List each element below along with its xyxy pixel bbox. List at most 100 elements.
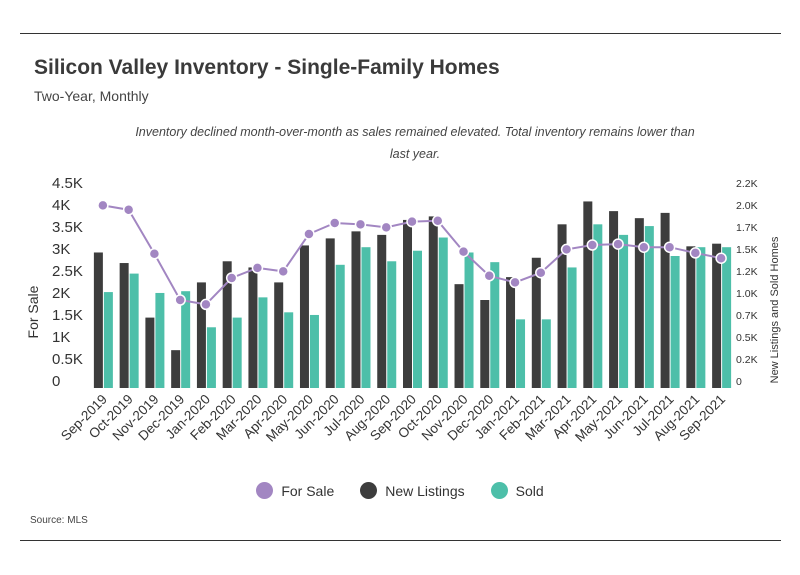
- bar-sold: [696, 247, 706, 388]
- bar-sold: [258, 297, 268, 388]
- bar-sold: [413, 250, 422, 388]
- bar-sold: [567, 267, 577, 388]
- bar-sold: [593, 224, 603, 388]
- point-for-sale: [612, 238, 624, 250]
- chart-legend: For Sale New Listings Sold: [0, 482, 800, 499]
- bar-sold: [722, 247, 732, 388]
- bar-new-listings: [325, 238, 335, 388]
- left-axis-tick-label: 4.5K: [52, 175, 83, 192]
- point-for-sale: [586, 239, 599, 251]
- right-axis-tick-label: 1.0K: [736, 288, 758, 300]
- legend-swatch-for-sale: [256, 482, 274, 499]
- bar-sold: [284, 312, 294, 388]
- legend-item-new-listings: New Listings: [360, 482, 465, 499]
- bar-new-listings: [351, 231, 361, 388]
- bar-sold: [670, 256, 680, 388]
- bar-new-listings: [428, 216, 438, 388]
- chart-subtitle: Two-Year, Monthly: [34, 88, 149, 104]
- bar-sold: [541, 319, 551, 388]
- bar-new-listings: [403, 219, 412, 388]
- right-axis-tick-label: 1.2K: [736, 266, 758, 278]
- point-for-sale: [560, 243, 573, 256]
- bar-new-listings: [222, 261, 232, 388]
- right-axis-tick-label: 1.7K: [736, 222, 758, 234]
- point-for-sale: [174, 294, 186, 306]
- point-for-sale: [251, 262, 264, 274]
- right-axis-tick-label: 0.7K: [736, 310, 758, 322]
- bar-new-listings: [506, 277, 516, 388]
- bar-new-listings: [531, 257, 541, 388]
- point-for-sale: [277, 265, 289, 278]
- bar-new-listings: [480, 300, 490, 388]
- chart-canvas: 0 0.5K 1K 1.5K 2K 2.5K 3K 3.5K 4K 4.5K 0 0.2K 0.5K 0.…: [25, 175, 781, 445]
- legend-item-sold: Sold: [490, 482, 544, 499]
- left-axis-tick-label: 0.5K: [52, 351, 83, 368]
- point-for-sale: [432, 215, 444, 227]
- bar-sold: [361, 247, 371, 388]
- bar-sold: [181, 291, 191, 388]
- bar-new-listings: [274, 282, 284, 388]
- bar-new-listings: [171, 350, 181, 388]
- point-for-sale: [200, 298, 212, 311]
- bar-sold: [387, 261, 397, 388]
- bar-sold: [490, 262, 500, 388]
- legend-swatch-sold: [490, 482, 508, 499]
- bar-new-listings: [557, 224, 567, 388]
- bar-sold: [206, 327, 216, 388]
- left-axis-tick-label: 3.5K: [52, 219, 83, 236]
- point-for-sale: [457, 245, 470, 258]
- legend-item-for-sale: For Sale: [256, 482, 334, 499]
- bar-new-listings: [299, 245, 309, 388]
- point-for-sale: [354, 218, 367, 231]
- point-for-sale: [638, 241, 650, 253]
- point-for-sale: [509, 276, 521, 289]
- left-axis-title: For Sale: [25, 285, 41, 338]
- bar-new-listings: [377, 234, 387, 388]
- point-for-sale: [380, 221, 392, 234]
- bar-sold: [335, 264, 345, 388]
- right-axis-tick-label: 0: [736, 376, 742, 388]
- right-axis-tick-label: 1.5K: [736, 244, 758, 256]
- bar-sold: [438, 237, 448, 388]
- bar-new-listings: [145, 317, 155, 388]
- bar-sold: [644, 226, 654, 388]
- bar-new-listings: [119, 263, 129, 388]
- left-axis-tick-label: 1K: [52, 329, 70, 346]
- source-note: Source: MLS: [30, 515, 88, 526]
- point-for-sale: [715, 252, 727, 264]
- point-for-sale: [225, 272, 238, 284]
- point-for-sale: [689, 247, 702, 259]
- point-for-sale: [148, 248, 161, 260]
- point-for-sale: [122, 204, 135, 216]
- bar-new-listings: [583, 201, 593, 388]
- bar-new-listings: [454, 284, 464, 388]
- left-axis-tick-label: 2.5K: [52, 263, 83, 280]
- chart-annotation: Inventory declined month-over-month as s…: [135, 125, 695, 161]
- right-axis-title: New Listings and Sold Homes: [769, 236, 781, 383]
- right-axis-tick-label: 2.2K: [736, 178, 758, 190]
- left-axis-tick-label: 3K: [52, 241, 70, 258]
- bar-new-listings: [634, 218, 644, 388]
- legend-swatch-new-listings: [360, 482, 378, 499]
- legend-label-new-listings: New Listings: [385, 482, 465, 499]
- left-axis-tick-label: 2K: [52, 285, 70, 302]
- bar-new-listings: [686, 246, 696, 388]
- legend-label-for-sale: For Sale: [281, 482, 335, 499]
- point-for-sale: [406, 215, 418, 228]
- point-for-sale: [328, 217, 341, 229]
- point-for-sale: [535, 266, 547, 279]
- bar-new-listings: [248, 267, 258, 388]
- top-rule: [20, 33, 781, 34]
- bar-sold: [464, 252, 474, 388]
- bar-sold: [309, 314, 319, 388]
- right-axis-tick-label: 0.2K: [736, 354, 758, 366]
- left-axis-tick-label: 1.5K: [52, 307, 83, 324]
- point-for-sale: [97, 199, 109, 212]
- bar-sold: [155, 292, 165, 388]
- point-for-sale: [303, 228, 315, 240]
- point-for-sale: [663, 241, 676, 253]
- bar-new-listings: [609, 211, 619, 388]
- bar-sold: [516, 319, 526, 388]
- right-axis-tick-label: 2.0K: [736, 200, 758, 212]
- point-for-sale: [483, 270, 496, 282]
